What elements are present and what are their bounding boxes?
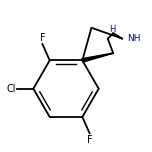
Text: NH: NH [127, 34, 140, 43]
Text: H: H [109, 25, 115, 34]
Text: F: F [87, 135, 92, 145]
Text: F: F [40, 33, 45, 43]
Polygon shape [82, 53, 113, 62]
Text: Cl: Cl [7, 84, 16, 94]
